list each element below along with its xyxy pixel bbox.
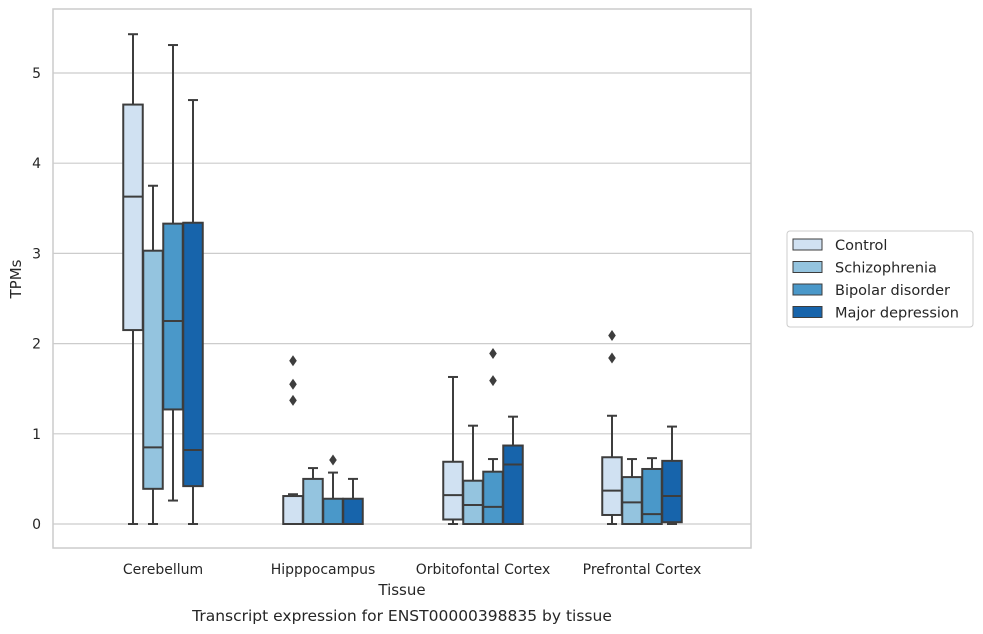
box-group [601,329,623,525]
box-group [142,184,164,525]
y-axis-title: TPMs [7,259,25,299]
box [482,470,504,525]
box-group [621,458,643,526]
box-group [641,457,663,525]
x-tick-label: Orbitofontal Cortex [416,562,551,578]
legend-swatch [792,261,823,273]
legend-label: Schizophrenia [835,261,937,277]
x-tick-labels: Cerebellum Hipppocampus Orbitofontal Corte… [123,562,701,578]
box [661,459,683,524]
box-group [462,424,484,526]
outlier-point [329,454,337,466]
box [182,221,204,488]
box [342,497,364,525]
chart-caption: Transcript expression for ENST0000039883… [191,607,612,625]
box-group [282,355,304,525]
box [282,495,304,525]
outlier-point [489,375,497,387]
box-group [162,44,184,502]
x-axis-title: Tissue [377,581,425,599]
box [621,476,643,526]
y-tick-label: 3 [32,246,41,262]
x-tick-label: Hipppocampus [271,562,376,578]
box-group [322,454,344,525]
box-group [502,415,524,525]
box-group [122,33,144,525]
y-tick-label: 5 [32,66,41,82]
legend-label: Bipolar disorder [835,283,950,299]
box-group [182,99,204,525]
legend: Control Schizophrenia Bipolar disorder Majo… [786,230,974,328]
outlier-point [489,348,497,360]
legend-label: Control [835,238,887,254]
outlier-point [289,394,297,406]
legend-swatch [792,306,823,318]
box-group [342,477,364,525]
y-tick-label: 2 [32,337,41,353]
box [142,249,164,490]
legend-frame [786,230,974,328]
box [322,497,344,525]
outlier-point [608,352,616,364]
y-tick-label: 1 [32,427,41,443]
box [122,103,144,332]
x-tick-label: Cerebellum [123,562,203,578]
box-group [661,425,683,525]
y-tick-labels: 0 1 2 3 4 5 [32,66,41,533]
box [442,460,464,521]
box [162,222,184,411]
box [502,444,524,525]
outlier-point [289,355,297,367]
box [462,479,484,526]
boxes-layer [122,33,683,526]
box [641,467,663,525]
box [302,477,324,525]
outlier-point [608,329,616,341]
y-tick-label: 0 [32,517,41,533]
legend-swatch [792,238,823,251]
y-tick-label: 4 [32,156,41,172]
box [601,456,623,516]
outlier-point [289,378,297,390]
legend-label: Major depression [835,306,959,322]
legend-swatch [792,283,823,296]
x-tick-label: Prefrontal Cortex [583,562,702,578]
